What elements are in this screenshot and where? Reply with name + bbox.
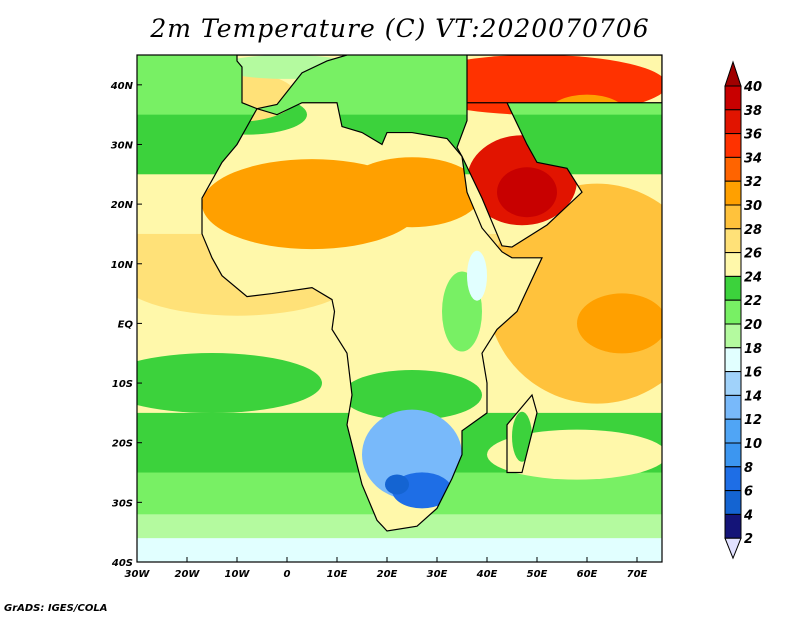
y-tick-label: 20S	[112, 439, 133, 450]
colorbar-box	[724, 394, 742, 420]
colorbar-box	[724, 228, 742, 254]
coastline	[506, 393, 538, 474]
colorbar-label: 28	[744, 223, 762, 238]
chart-title: 2m Temperature (C) VT:2020070706	[150, 14, 650, 43]
colorbar-max-arrow	[724, 60, 742, 87]
temperature-region	[512, 411, 532, 462]
colorbar-label: 18	[744, 342, 762, 357]
colorbar-label: 22	[744, 294, 762, 309]
colorbar-label: 14	[744, 389, 762, 404]
y-tick-label: 30S	[112, 498, 133, 509]
colorbar-box	[724, 133, 742, 158]
colorbar-box	[724, 347, 742, 373]
colorbar-box	[724, 109, 742, 135]
y-tick-label: 40N	[110, 81, 134, 92]
colorbar-box	[724, 299, 742, 325]
temperature-region	[342, 157, 482, 228]
colorbar-label: 16	[744, 366, 762, 381]
colorbar-label: 32	[744, 175, 762, 190]
temperature-region	[342, 369, 482, 420]
colorbar-label: 24	[744, 270, 762, 285]
colorbar-label: 26	[744, 247, 762, 262]
colorbar-label: 40	[743, 80, 762, 95]
colorbar-label: 4	[743, 508, 753, 523]
coastline	[236, 55, 348, 110]
colorbar-box	[724, 323, 742, 349]
x-tick-label: 70E	[627, 569, 648, 580]
map-frame	[136, 54, 663, 563]
colorbar-label: 34	[744, 151, 762, 166]
x-tick-label: 10E	[327, 569, 348, 580]
x-tick-label: 30E	[427, 569, 448, 580]
colorbar-box	[724, 252, 742, 277]
colorbar-label: 8	[744, 461, 753, 476]
ocean-band	[137, 538, 662, 562]
x-tick-label: 50E	[527, 569, 548, 580]
temperature-region	[467, 250, 487, 301]
y-tick-label: 30N	[111, 140, 134, 151]
x-tick-label: 40E	[476, 569, 498, 580]
colorbar-box	[724, 180, 742, 206]
colorbar-label: 12	[744, 413, 762, 428]
x-tick-label: 0	[284, 569, 291, 580]
colorbar-box	[724, 275, 742, 301]
x-tick-label: 20E	[377, 569, 398, 580]
ocean-region	[137, 353, 322, 414]
temperature-region	[497, 167, 557, 218]
colorbar-box	[724, 490, 742, 515]
x-tick-label: 30W	[125, 569, 151, 580]
y-tick-label: EQ	[118, 319, 134, 330]
colorbar-box	[724, 85, 742, 111]
grads-credit: GrADS: IGES/COLA	[4, 603, 108, 614]
x-tick-label: 20W	[175, 569, 201, 580]
colorbar-label: 10	[744, 437, 762, 452]
colorbar-label: 38	[744, 104, 762, 119]
colorbar-box	[724, 442, 742, 468]
x-tick-label: 10W	[225, 569, 251, 580]
colorbar-box	[724, 156, 742, 182]
y-tick-label: 20N	[111, 200, 134, 211]
x-tick-label: 60E	[577, 569, 598, 580]
colorbar-label: 6	[744, 485, 753, 500]
colorbar-box	[724, 418, 742, 444]
colorbar-label: 36	[744, 128, 762, 143]
coastline	[201, 102, 543, 532]
coastline	[456, 55, 662, 248]
temperature-region	[385, 474, 409, 495]
y-tick-label: 10S	[112, 379, 133, 390]
colorbar-box	[724, 513, 742, 539]
colorbar-label: 2	[744, 532, 753, 547]
colorbar-box	[724, 371, 742, 396]
y-tick-label: 10N	[111, 260, 134, 271]
colorbar-box	[724, 466, 742, 492]
colorbar-min-arrow	[724, 537, 742, 560]
colorbar-label: 20	[744, 318, 762, 333]
y-tick-label: 40S	[111, 558, 133, 569]
ocean-region	[577, 293, 662, 354]
colorbar-box	[724, 204, 742, 230]
colorbar-label: 30	[744, 199, 762, 214]
ocean-region	[487, 429, 662, 480]
